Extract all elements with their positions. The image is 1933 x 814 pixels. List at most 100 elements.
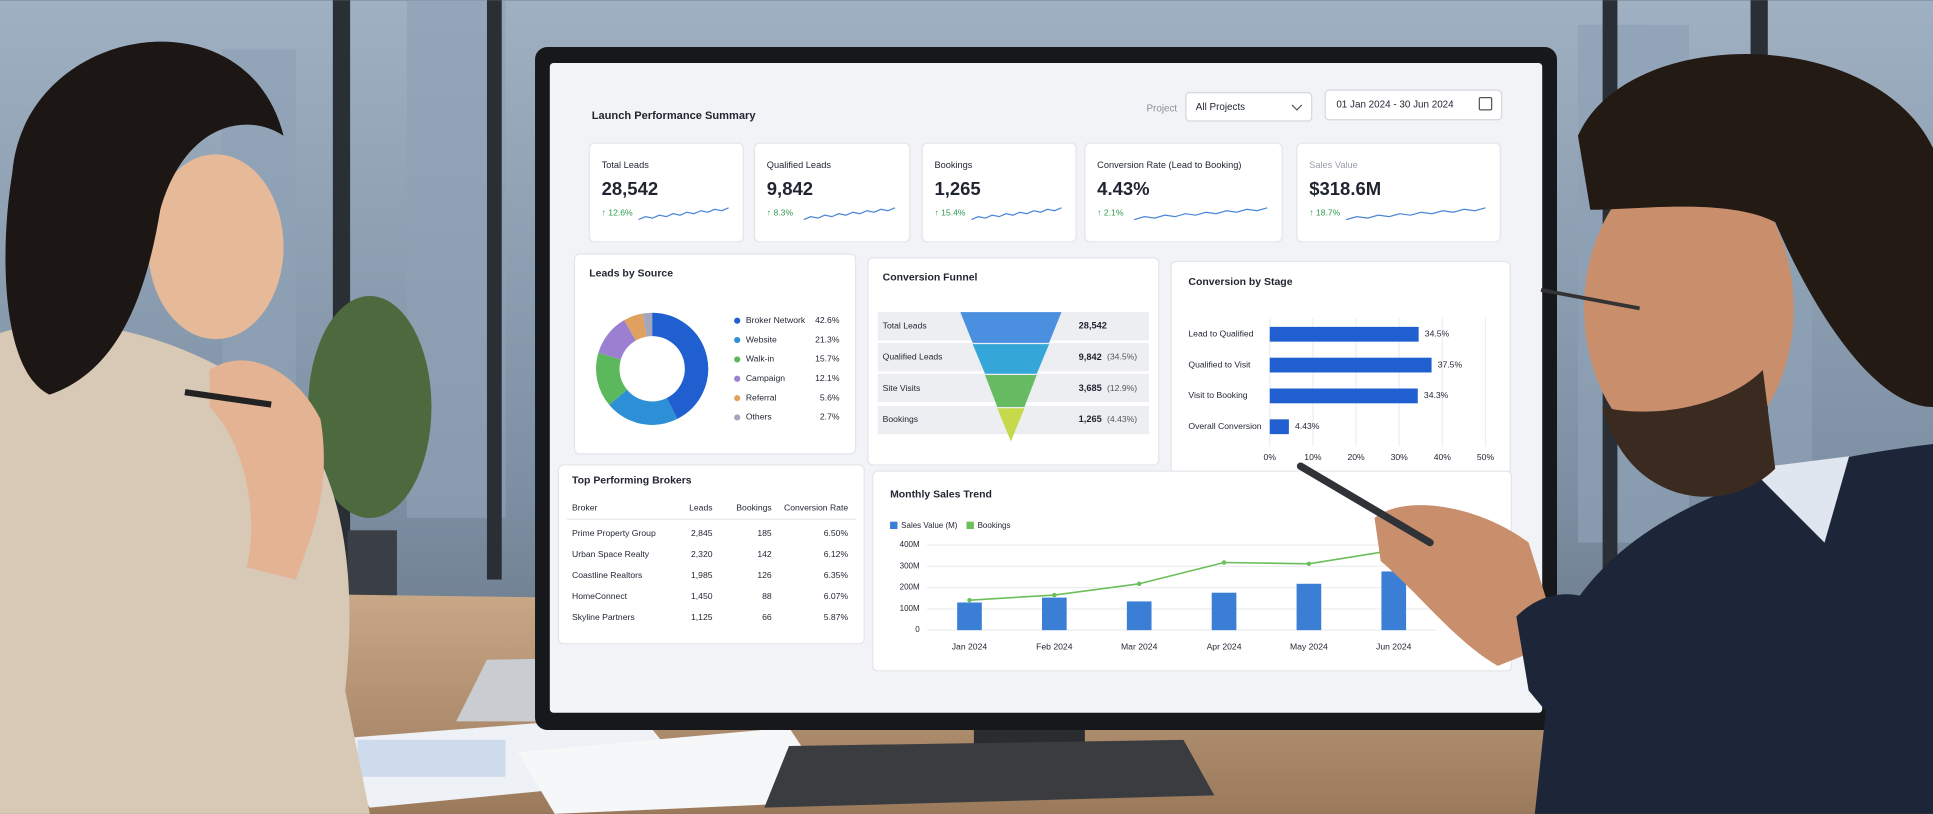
monitor-base xyxy=(764,739,1215,808)
kpi-label: Sales Value xyxy=(1309,160,1358,170)
table-header: Bookings xyxy=(736,502,771,512)
legend-label: Broker Network xyxy=(746,315,806,325)
kpi-value: 4.43% xyxy=(1097,178,1149,199)
date-range-picker[interactable] xyxy=(1324,89,1503,121)
donut-segment xyxy=(598,320,637,361)
funnel-shape xyxy=(960,312,1062,442)
table-cell: 6.35% xyxy=(824,570,849,580)
funnel-count: 28,542 xyxy=(1079,321,1107,331)
bar xyxy=(1269,419,1289,435)
panel-title: Conversion by Stage xyxy=(1188,277,1292,288)
x-tick-label: 20% xyxy=(1347,452,1365,462)
project-label: Project xyxy=(1146,103,1177,114)
table-cell: 6.07% xyxy=(824,591,849,601)
x-tick-label: 10% xyxy=(1304,452,1322,462)
kpi-sparkline xyxy=(803,207,896,221)
funnel-stage: Bookings xyxy=(883,414,918,424)
panel-title: Monthly Sales Trend xyxy=(890,489,992,500)
table-cell: 6.12% xyxy=(824,549,849,559)
kpi-label: Conversion Rate (Lead to Booking) xyxy=(1097,160,1241,170)
bar xyxy=(1269,357,1432,373)
legend-label: Website xyxy=(746,334,777,344)
legend-dot xyxy=(734,356,741,363)
legend-label: Others xyxy=(746,412,772,422)
bar xyxy=(1269,326,1419,342)
woman-face xyxy=(147,154,284,340)
table-header: Leads xyxy=(689,502,712,512)
bar-value-label: 4.43% xyxy=(1295,421,1320,431)
legend-label: Walk-in xyxy=(746,354,775,364)
x-tick-label: 40% xyxy=(1434,452,1452,462)
kpi-value: 1,265 xyxy=(934,178,980,199)
legend-dot xyxy=(734,375,741,382)
donut-segment xyxy=(642,312,653,337)
kpi-sparkline xyxy=(1133,207,1268,221)
bar xyxy=(1381,571,1407,631)
y-tick-label: 0 xyxy=(915,625,920,634)
legend-value: 2.7% xyxy=(820,412,840,422)
date-range: 01 Jan 2024 - 30 Jun 2024 xyxy=(1336,100,1454,111)
donut-segment xyxy=(651,312,709,419)
table-cell: 142 xyxy=(757,549,772,559)
kpi-change: ↑ 15.4% xyxy=(934,208,965,218)
man-face xyxy=(1584,160,1794,457)
panel-title: Conversion Funnel xyxy=(883,272,978,283)
table-cell: Skyline Partners xyxy=(572,612,635,622)
stage-label: Qualified to Visit xyxy=(1188,359,1251,369)
x-tick-label: 30% xyxy=(1391,452,1409,462)
kpi-label: Qualified Leads xyxy=(767,160,832,170)
legend-value: 21.3% xyxy=(815,334,840,344)
kpi-change: ↑ 12.6% xyxy=(602,208,633,218)
funnel-rate: (4.43%) xyxy=(1107,414,1137,424)
funnel-rate: (12.9%) xyxy=(1107,383,1137,393)
kpi-card xyxy=(588,142,744,243)
stage-label: Overall Conversion xyxy=(1188,421,1261,431)
y-tick-label: 100M xyxy=(900,604,920,613)
line-point xyxy=(1136,581,1142,586)
x-tick-label: Jun 2024 xyxy=(1376,642,1412,652)
table-cell: 1,985 xyxy=(691,570,713,580)
table-cell: 126 xyxy=(757,570,772,580)
kpi-change: ↑ 8.3% xyxy=(767,208,794,218)
x-tick-label: May 2024 xyxy=(1290,642,1328,652)
stage-label: Visit to Booking xyxy=(1188,390,1247,400)
kpi-value: 9,842 xyxy=(767,178,813,199)
legend-value: 42.6% xyxy=(815,315,840,325)
kpi-value: 28,542 xyxy=(602,178,659,199)
kpi-value: $318.6M xyxy=(1309,178,1381,199)
donut-segment xyxy=(609,389,678,425)
line xyxy=(969,549,1394,601)
legend-swatch xyxy=(890,521,898,530)
funnel-stage: Total Leads xyxy=(883,321,927,331)
x-tick-label: Apr 2024 xyxy=(1207,642,1242,652)
line-point xyxy=(1221,560,1227,565)
legend-dot xyxy=(734,336,741,344)
y-tick-label: 400M xyxy=(900,540,920,549)
calendar-icon xyxy=(1478,96,1493,111)
bar xyxy=(1126,601,1152,631)
x-tick-label: Mar 2024 xyxy=(1121,642,1158,652)
man-sleeve xyxy=(1516,594,1628,765)
table-cell: HomeConnect xyxy=(572,591,628,601)
man-collar xyxy=(1750,456,1850,543)
x-tick-label: 0% xyxy=(1264,452,1277,462)
table-cell: 66 xyxy=(762,612,772,622)
bar xyxy=(1042,597,1067,631)
legend-value: 12.1% xyxy=(815,373,840,383)
legend-label: Sales Value (M) xyxy=(901,521,958,530)
table-cell: 1,450 xyxy=(691,591,713,601)
funnel-count: 3,685 xyxy=(1079,383,1102,393)
legend-dot xyxy=(734,317,741,324)
x-tick-label: 50% xyxy=(1477,452,1495,462)
dashboard-title: Launch Performance Summary xyxy=(592,110,757,122)
table-cell: 5.87% xyxy=(824,612,849,622)
project-dropdown[interactable] xyxy=(1185,92,1313,122)
table-header: Conversion Rate xyxy=(784,502,848,512)
kpi-card xyxy=(1296,142,1501,243)
kpi-label: Bookings xyxy=(934,160,972,170)
stage-label: Lead to Qualified xyxy=(1188,329,1253,339)
kpi-change: ↑ 2.1% xyxy=(1097,208,1124,218)
line-point xyxy=(1052,592,1057,598)
